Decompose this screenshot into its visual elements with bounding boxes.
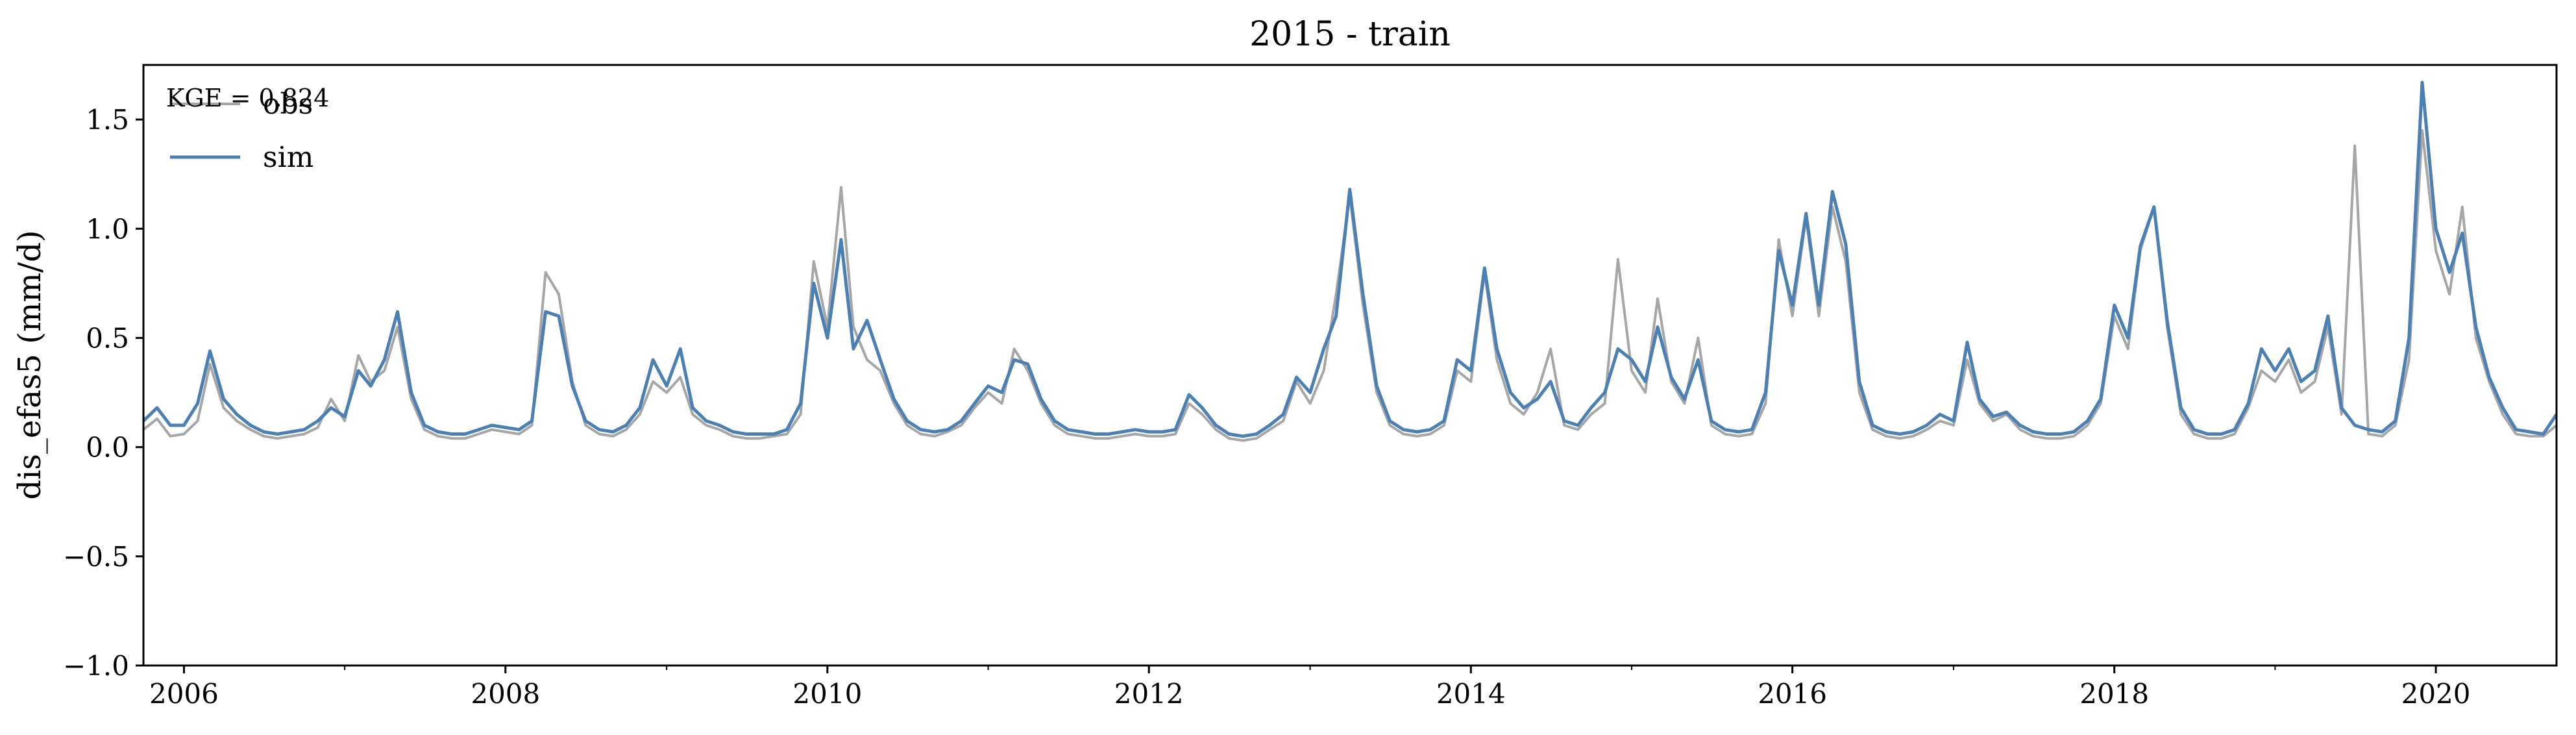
- y-tick-label-1: −0.5: [63, 541, 129, 573]
- legend: obs sim: [170, 88, 313, 174]
- chart-title: 2015 - train: [1249, 15, 1451, 54]
- y-tick-label-3: 0.5: [86, 322, 129, 354]
- x-tick-label-0: 2006: [149, 678, 219, 710]
- x-tick-label-2: 2010: [792, 678, 862, 710]
- plot-frame: [142, 64, 2558, 667]
- legend-label-sim: sim: [263, 141, 313, 174]
- x-tick-label-4: 2014: [1436, 678, 1506, 710]
- x-axis: 2006 2008 2010 2012 2014 2016 2018 2020: [149, 666, 2471, 710]
- x-tick-label-5: 2016: [1758, 678, 1827, 710]
- x-tick-label-6: 2018: [2079, 678, 2149, 710]
- x-tick-label-1: 2008: [471, 678, 540, 710]
- x-tick-label-3: 2012: [1114, 678, 1184, 710]
- kge-annotation: KGE = 0.824: [166, 84, 329, 112]
- series-layer: [143, 81, 2557, 442]
- x-tick-label-7: 2020: [2401, 678, 2471, 710]
- y-tick-label-2: 0.0: [86, 432, 129, 464]
- y-tick-label-5: 1.5: [86, 104, 129, 136]
- series-line-sim: [143, 81, 2557, 438]
- y-axis-label: dis_efas5 (mm/d): [12, 230, 48, 499]
- y-axis: −1.0 −0.5 0.0 0.5 1.0 1.5: [63, 104, 143, 682]
- y-tick-label-4: 1.0: [86, 213, 129, 245]
- y-tick-label-0: −1.0: [63, 650, 129, 682]
- legend-label-obs: obs: [263, 88, 313, 121]
